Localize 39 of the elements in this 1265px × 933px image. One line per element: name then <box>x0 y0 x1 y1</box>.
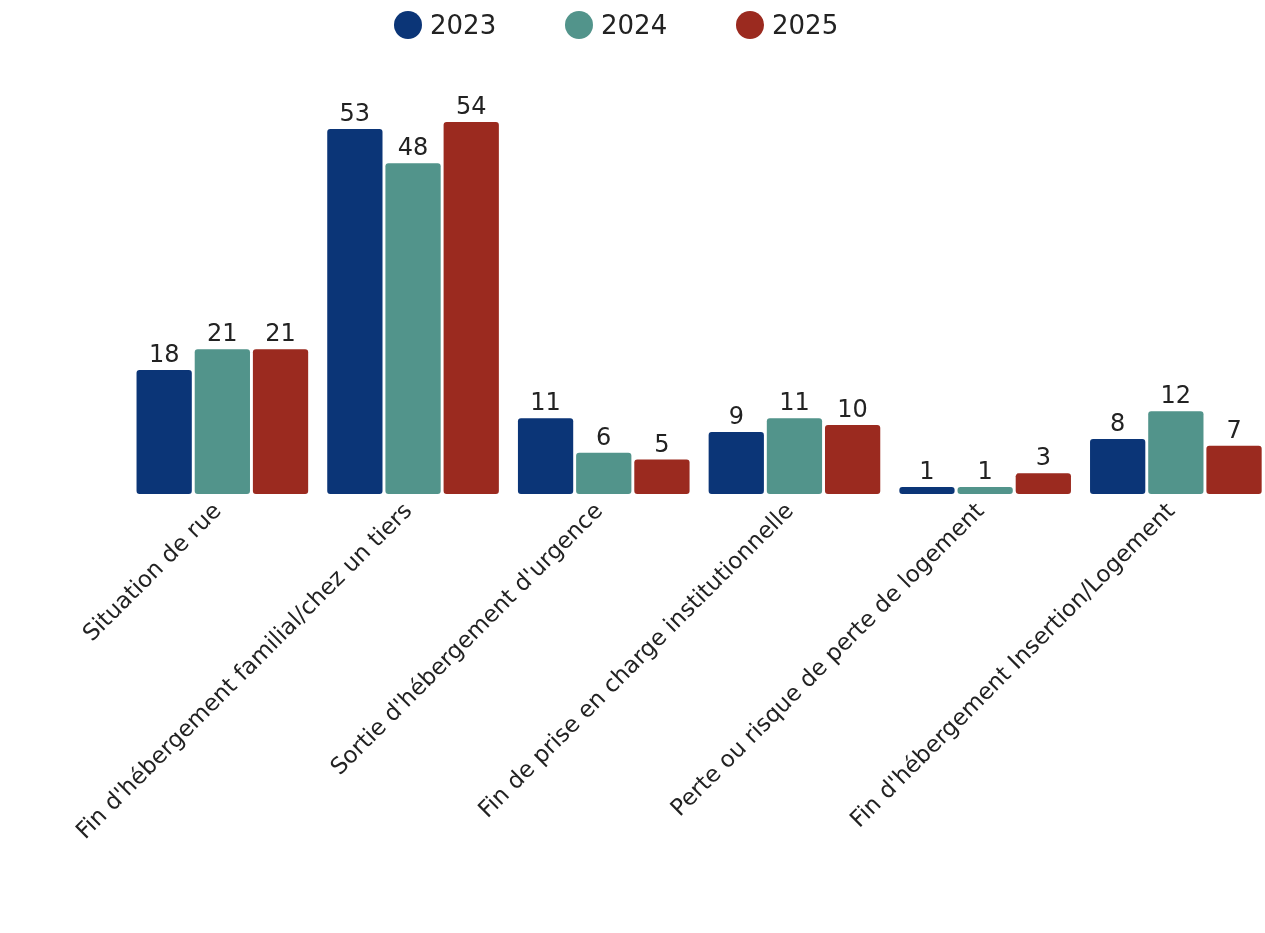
bar <box>385 163 441 494</box>
bar <box>824 425 881 494</box>
legend-label: 2023 <box>430 10 497 40</box>
bar <box>327 128 383 494</box>
bar <box>517 418 574 494</box>
data-label: 1 <box>919 457 935 486</box>
data-label: 6 <box>596 422 612 451</box>
data-label: 12 <box>1160 381 1192 410</box>
data-label: 1 <box>977 457 993 486</box>
bar <box>634 459 690 494</box>
data-label: 21 <box>265 319 296 348</box>
bar <box>957 487 1013 494</box>
data-label: 9 <box>728 402 744 430</box>
data-label: 18 <box>148 340 180 368</box>
data-label: 10 <box>837 395 868 424</box>
bar <box>1015 473 1071 494</box>
data-label: 21 <box>207 319 238 348</box>
data-label: 7 <box>1226 415 1242 444</box>
bar <box>899 487 955 494</box>
bar <box>1090 438 1146 494</box>
bar <box>1148 411 1204 494</box>
bar <box>1206 445 1262 494</box>
legend-label: 2024 <box>601 10 668 40</box>
bar <box>443 122 499 494</box>
data-label: 3 <box>1035 443 1051 472</box>
data-label: 11 <box>779 388 810 417</box>
data-label: 11 <box>530 388 561 417</box>
bar <box>136 370 192 494</box>
data-label: 48 <box>397 133 429 162</box>
bar <box>252 349 309 494</box>
bar <box>708 432 764 494</box>
data-label: 54 <box>455 92 487 120</box>
bar <box>194 349 250 494</box>
legend-label: 2025 <box>772 10 839 40</box>
bar <box>766 418 823 494</box>
data-label: 8 <box>1110 408 1126 437</box>
bar <box>576 452 632 494</box>
data-label: 53 <box>339 98 371 127</box>
data-label: 5 <box>654 429 670 458</box>
